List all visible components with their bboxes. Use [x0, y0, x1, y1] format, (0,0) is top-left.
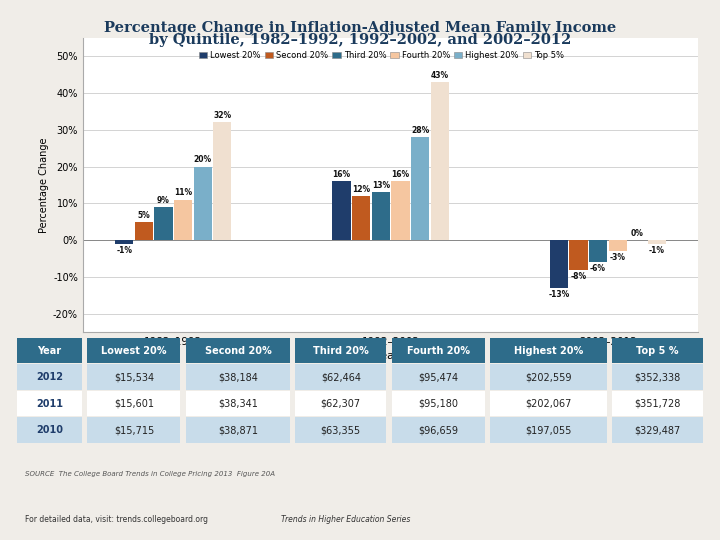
- Bar: [392, 391, 485, 416]
- Text: $351,728: $351,728: [634, 399, 680, 409]
- Bar: [194, 166, 212, 240]
- Bar: [186, 338, 290, 363]
- Y-axis label: Percentage Change: Percentage Change: [39, 137, 49, 233]
- Bar: [115, 240, 133, 244]
- Text: For detailed data, visit: trends.collegeboard.org: For detailed data, visit: trends.college…: [25, 515, 208, 524]
- Bar: [135, 222, 153, 240]
- Bar: [372, 192, 390, 240]
- Bar: [87, 364, 181, 390]
- Bar: [87, 338, 181, 363]
- Text: 20%: 20%: [194, 156, 212, 164]
- Bar: [392, 417, 485, 443]
- Bar: [17, 338, 82, 363]
- Bar: [490, 364, 607, 390]
- Text: by Quintile, 1982–1992, 1992–2002, and 2002–2012: by Quintile, 1982–1992, 1992–2002, and 2…: [149, 33, 571, 48]
- Text: $95,474: $95,474: [418, 372, 458, 382]
- Text: 16%: 16%: [392, 170, 410, 179]
- Text: $62,307: $62,307: [320, 399, 361, 409]
- Bar: [295, 364, 386, 390]
- Text: -13%: -13%: [548, 290, 570, 299]
- Text: Third 20%: Third 20%: [313, 346, 369, 356]
- Text: $63,355: $63,355: [320, 425, 361, 435]
- Text: $15,534: $15,534: [114, 372, 154, 382]
- Text: 16%: 16%: [333, 170, 351, 179]
- Bar: [589, 240, 607, 262]
- Bar: [17, 391, 82, 416]
- Text: Lowest 20%: Lowest 20%: [102, 346, 166, 356]
- Text: -6%: -6%: [590, 265, 606, 273]
- Bar: [186, 391, 290, 416]
- Bar: [612, 338, 703, 363]
- Text: 2010: 2010: [36, 425, 63, 435]
- Text: -1%: -1%: [117, 246, 132, 255]
- Text: $15,715: $15,715: [114, 425, 154, 435]
- Bar: [490, 391, 607, 416]
- Text: -1%: -1%: [649, 246, 665, 255]
- Text: Highest 20%: Highest 20%: [513, 346, 583, 356]
- Bar: [391, 181, 410, 240]
- Text: $202,067: $202,067: [525, 399, 572, 409]
- Text: Trends in Higher Education Series: Trends in Higher Education Series: [281, 515, 410, 524]
- Bar: [612, 364, 703, 390]
- Text: Year: Year: [37, 346, 62, 356]
- Text: $96,659: $96,659: [418, 425, 458, 435]
- Bar: [612, 417, 703, 443]
- Text: $352,338: $352,338: [634, 372, 680, 382]
- Bar: [213, 123, 232, 240]
- Text: 43%: 43%: [431, 71, 449, 80]
- Bar: [295, 338, 386, 363]
- Text: $15,601: $15,601: [114, 399, 154, 409]
- Text: $38,871: $38,871: [218, 425, 258, 435]
- Bar: [154, 207, 173, 240]
- Text: 28%: 28%: [411, 126, 429, 135]
- Text: 5%: 5%: [138, 211, 150, 220]
- Text: Top 5 %: Top 5 %: [636, 346, 679, 356]
- Bar: [174, 200, 192, 240]
- Text: $38,341: $38,341: [218, 399, 258, 409]
- Text: -8%: -8%: [570, 272, 587, 281]
- Text: $197,055: $197,055: [525, 425, 572, 435]
- Text: Second 20%: Second 20%: [204, 346, 271, 356]
- Bar: [549, 240, 568, 288]
- Text: Percentage Change in Inflation-Adjusted Mean Family Income: Percentage Change in Inflation-Adjusted …: [104, 21, 616, 35]
- Text: $62,464: $62,464: [320, 372, 361, 382]
- Text: $202,559: $202,559: [525, 372, 572, 382]
- Legend: Lowest 20%, Second 20%, Third 20%, Fourth 20%, Highest 20%, Top 5%: Lowest 20%, Second 20%, Third 20%, Fourt…: [196, 48, 567, 63]
- Bar: [612, 391, 703, 416]
- Text: $95,180: $95,180: [418, 399, 458, 409]
- Text: 0%: 0%: [631, 229, 644, 238]
- Text: Fourth 20%: Fourth 20%: [407, 346, 469, 356]
- Bar: [87, 417, 181, 443]
- Text: 32%: 32%: [213, 111, 231, 120]
- Text: 12%: 12%: [352, 185, 370, 194]
- Bar: [431, 82, 449, 240]
- Text: $329,487: $329,487: [634, 425, 680, 435]
- Bar: [490, 417, 607, 443]
- Text: $38,184: $38,184: [218, 372, 258, 382]
- Text: 2011: 2011: [36, 399, 63, 409]
- Text: 13%: 13%: [372, 181, 390, 190]
- Text: 9%: 9%: [157, 196, 170, 205]
- Bar: [17, 364, 82, 390]
- Bar: [295, 417, 386, 443]
- Bar: [295, 391, 386, 416]
- Bar: [87, 391, 181, 416]
- Text: SOURCE  The College Board Trends in College Pricing 2013  Figure 20A: SOURCE The College Board Trends in Colle…: [25, 471, 275, 477]
- Text: 2012: 2012: [36, 372, 63, 382]
- Bar: [352, 196, 370, 240]
- Bar: [333, 181, 351, 240]
- Bar: [392, 364, 485, 390]
- Bar: [608, 240, 627, 251]
- Text: -3%: -3%: [610, 253, 626, 262]
- Bar: [186, 417, 290, 443]
- Text: 11%: 11%: [174, 188, 192, 198]
- Bar: [411, 137, 429, 240]
- X-axis label: Years: Years: [376, 351, 405, 361]
- Bar: [186, 364, 290, 390]
- Bar: [490, 338, 607, 363]
- Bar: [392, 338, 485, 363]
- Bar: [570, 240, 588, 269]
- Bar: [17, 417, 82, 443]
- Bar: [648, 240, 666, 244]
